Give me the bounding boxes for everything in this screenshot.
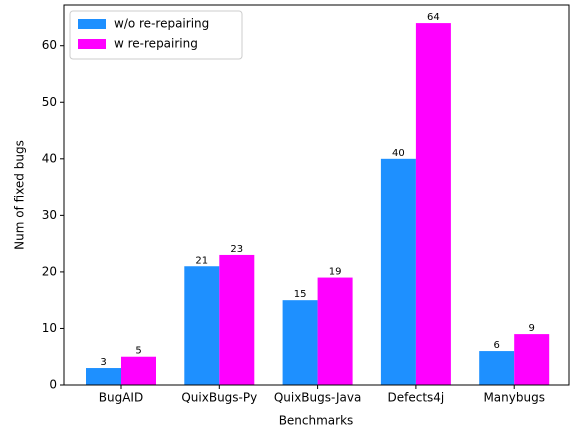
legend-box: [69, 10, 243, 60]
y-tick-label: 50: [42, 95, 57, 109]
legend-label: w/o re-repairing: [114, 17, 209, 31]
value-label: 9: [529, 323, 535, 334]
legend-swatch: [78, 19, 106, 29]
value-label: 19: [329, 267, 342, 278]
x-axis-label: Benchmarks: [279, 414, 354, 428]
bar: [282, 300, 318, 385]
x-tick-label: QuixBugs-Py: [181, 391, 257, 405]
y-tick-label: 60: [42, 38, 57, 52]
value-label: 6: [494, 340, 500, 351]
x-tick-label: Defects4j: [388, 391, 445, 405]
value-label: 15: [294, 289, 307, 300]
legend: w/o re-repairing w re-repairing: [69, 10, 243, 60]
legend-label: w re-repairing: [114, 37, 198, 51]
value-label: 40: [392, 148, 405, 159]
x-tick-label: Manybugs: [483, 391, 545, 405]
y-tick-label: 0: [49, 378, 57, 392]
value-label: 23: [230, 244, 243, 255]
bar: [317, 277, 353, 385]
bar: [479, 351, 515, 385]
x-tick-label: BugAID: [99, 391, 143, 405]
bar: [184, 266, 220, 385]
bar: [121, 356, 156, 385]
value-label: 64: [427, 12, 440, 23]
bar: [415, 23, 451, 385]
value-label: 21: [195, 255, 208, 266]
x-tick-label: QuixBugs-Java: [274, 391, 362, 405]
value-label: 5: [135, 346, 141, 357]
y-tick-label: 10: [42, 321, 57, 335]
y-tick-label: 40: [42, 151, 57, 165]
y-axis-label: Num of fixed bugs: [13, 140, 27, 250]
y-tick-label: 20: [42, 264, 57, 278]
plot-frame: [63, 4, 570, 386]
bar: [86, 368, 121, 385]
bar: [514, 334, 550, 385]
bar: [219, 254, 255, 385]
legend-swatch: [78, 39, 106, 49]
value-label: 3: [100, 357, 106, 368]
bar: [380, 158, 416, 385]
y-tick-label: 30: [42, 208, 57, 222]
